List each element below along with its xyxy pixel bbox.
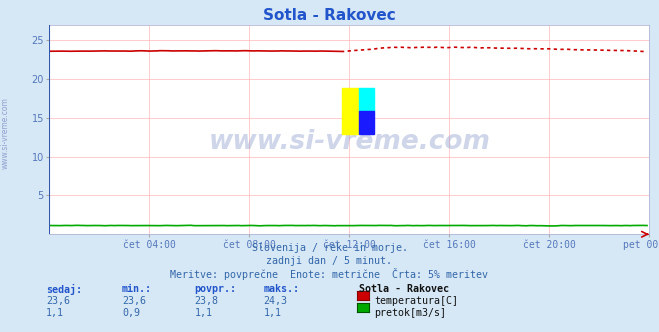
Text: temperatura[C]: temperatura[C] — [374, 296, 458, 306]
Text: pretok[m3/s]: pretok[m3/s] — [374, 308, 446, 318]
Text: 24,3: 24,3 — [264, 296, 287, 306]
Text: sedaj:: sedaj: — [46, 284, 82, 295]
Text: www.si-vreme.com: www.si-vreme.com — [208, 129, 490, 155]
Text: maks.:: maks.: — [264, 284, 300, 294]
Text: min.:: min.: — [122, 284, 152, 294]
Text: 23,8: 23,8 — [194, 296, 218, 306]
Text: 23,6: 23,6 — [122, 296, 146, 306]
Text: Sotla - Rakovec: Sotla - Rakovec — [263, 8, 396, 23]
Text: povpr.:: povpr.: — [194, 284, 237, 294]
Text: 23,6: 23,6 — [46, 296, 70, 306]
Text: 1,1: 1,1 — [194, 308, 212, 318]
Bar — [359, 111, 374, 134]
Text: Slovenija / reke in morje.: Slovenija / reke in morje. — [252, 243, 407, 253]
Text: 1,1: 1,1 — [46, 308, 64, 318]
Text: www.si-vreme.com: www.si-vreme.com — [1, 97, 10, 169]
Text: Meritve: povprečne  Enote: metrične  Črta: 5% meritev: Meritve: povprečne Enote: metrične Črta:… — [171, 268, 488, 280]
Bar — [359, 88, 374, 111]
Bar — [342, 88, 359, 134]
Text: 0,9: 0,9 — [122, 308, 140, 318]
Text: zadnji dan / 5 minut.: zadnji dan / 5 minut. — [266, 256, 393, 266]
Text: Sotla - Rakovec: Sotla - Rakovec — [359, 284, 449, 294]
Text: 1,1: 1,1 — [264, 308, 281, 318]
